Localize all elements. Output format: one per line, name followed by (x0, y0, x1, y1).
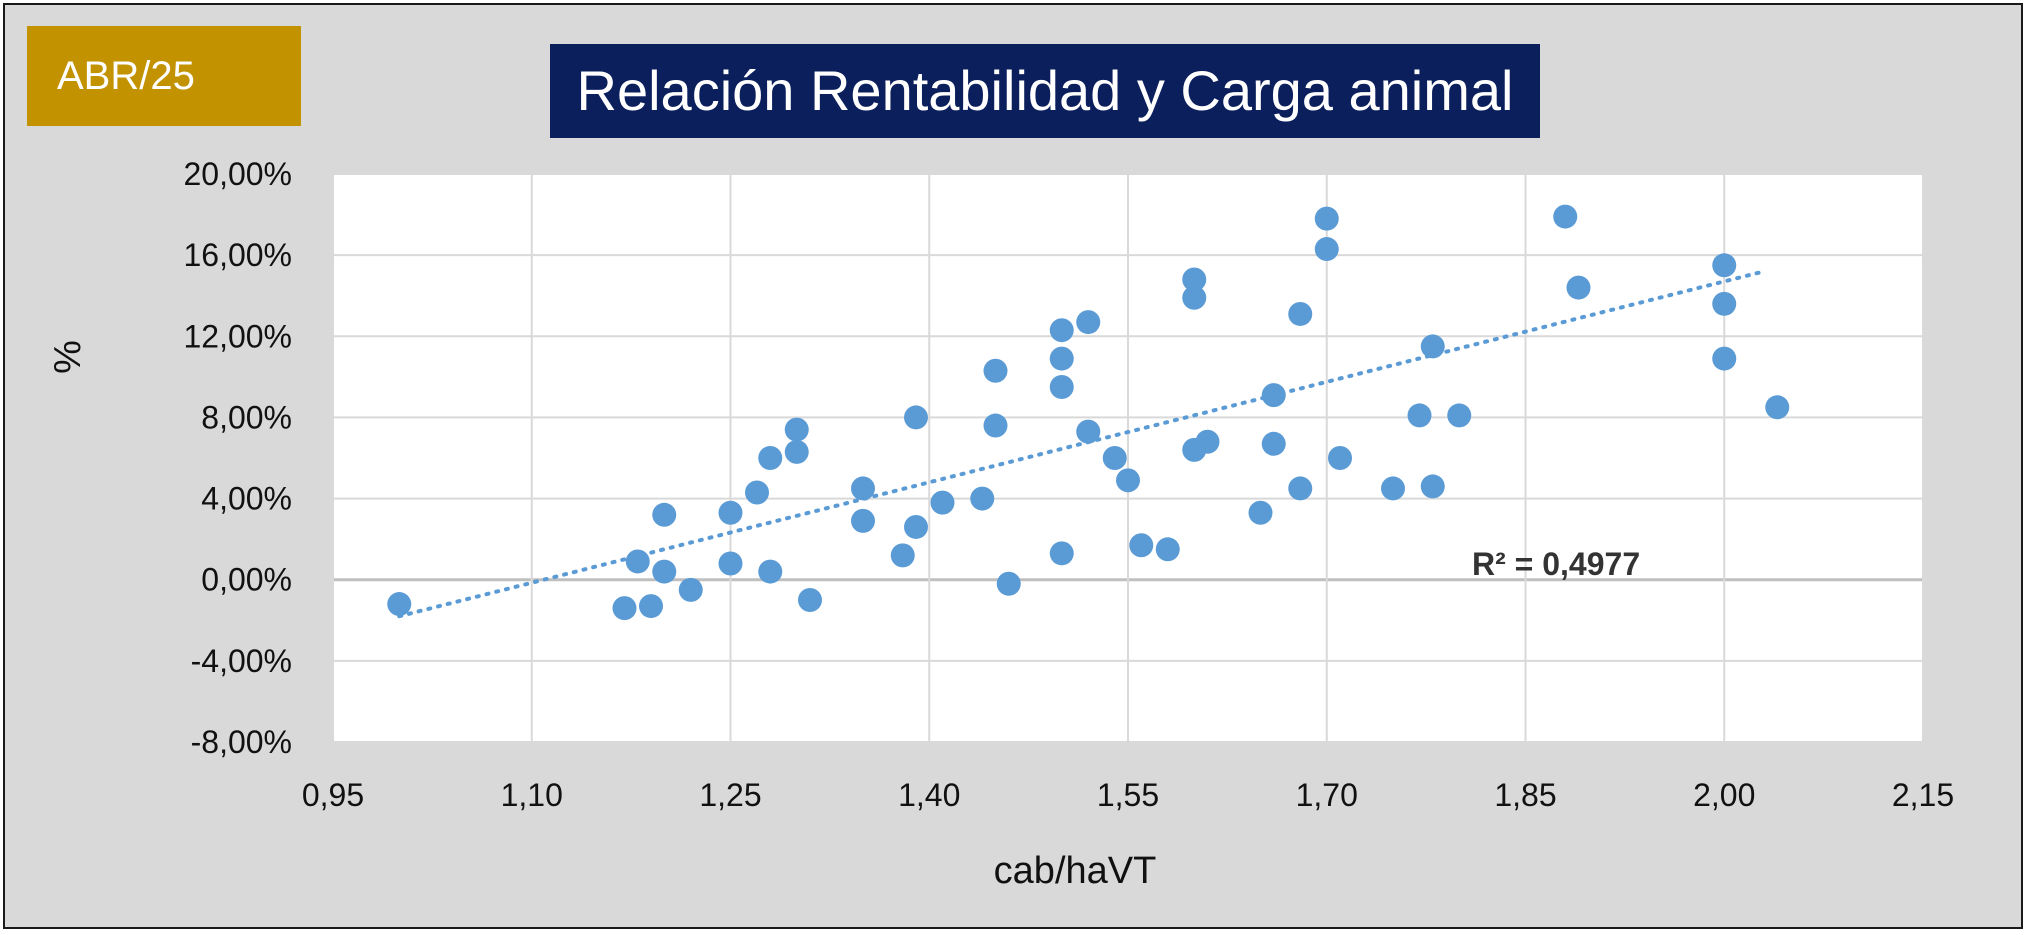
x-tick-label: 1,70 (1296, 777, 1358, 813)
x-tick-label: 1,40 (898, 777, 960, 813)
data-point (983, 413, 1008, 438)
data-point (1182, 267, 1207, 292)
data-points (387, 204, 1790, 621)
x-tick-label: 2,15 (1892, 777, 1954, 813)
data-point (1288, 476, 1313, 501)
data-point (1261, 431, 1286, 456)
data-point (996, 571, 1021, 596)
x-tick-label: 1,55 (1097, 777, 1159, 813)
chart-title: Relación Rentabilidad y Carga animal (550, 44, 1540, 138)
data-point (904, 405, 928, 430)
data-point (1076, 419, 1101, 444)
y-tick-label: 8,00% (201, 399, 292, 435)
data-point (612, 596, 637, 621)
trendline-group (397, 269, 1766, 619)
data-point (1314, 206, 1339, 231)
data-point (1076, 310, 1101, 335)
data-point (1407, 403, 1432, 428)
data-point (1102, 446, 1127, 470)
data-point (851, 476, 875, 501)
data-point (652, 502, 677, 527)
data-point (718, 551, 743, 576)
data-point (784, 417, 809, 442)
data-point (1049, 541, 1074, 566)
data-point (718, 500, 743, 525)
data-point (678, 577, 703, 602)
data-point (1116, 468, 1140, 493)
data-point (1288, 301, 1313, 326)
data-point (1129, 533, 1154, 558)
tick-labels: -8,00% -4,00% 0,00% 4,00% 8,00% 12,00% 16,00% 2… (183, 156, 1954, 813)
data-point (1553, 204, 1578, 229)
data-point (1420, 474, 1445, 499)
data-point (1447, 403, 1472, 428)
trendline (397, 269, 1766, 619)
data-point (1195, 429, 1220, 454)
data-point (1328, 446, 1352, 470)
x-tick-label: 1,85 (1494, 777, 1556, 813)
data-point (1261, 383, 1286, 408)
y-axis-title: % (47, 340, 89, 374)
data-point (1712, 291, 1737, 316)
data-point (851, 508, 875, 533)
data-point (745, 480, 769, 505)
data-point (1049, 375, 1074, 399)
data-point (1712, 346, 1737, 371)
data-point (890, 543, 915, 568)
data-point (904, 514, 928, 539)
x-axis-title: cab/haVT (994, 850, 1157, 892)
data-point (1381, 476, 1405, 501)
data-point (970, 486, 995, 511)
data-point (1248, 500, 1273, 525)
y-tick-label: 12,00% (183, 318, 292, 354)
data-point (1049, 318, 1074, 343)
grid-lines (332, 173, 1924, 743)
data-point (1155, 537, 1180, 562)
data-point (1314, 237, 1339, 262)
y-tick-label: 16,00% (183, 237, 292, 273)
data-point (930, 490, 955, 515)
y-tick-label: -4,00% (191, 643, 292, 679)
data-point (983, 358, 1008, 383)
y-tick-label: 4,00% (201, 481, 292, 517)
data-point (798, 588, 822, 612)
data-point (652, 559, 677, 584)
y-tick-label: -8,00% (191, 724, 292, 760)
x-tick-label: 2,00 (1693, 777, 1755, 813)
data-point (1566, 275, 1591, 300)
data-point (1765, 395, 1790, 420)
data-point (758, 559, 783, 584)
x-tick-label: 1,25 (699, 777, 761, 813)
data-point (387, 592, 412, 617)
r-squared-label: R² = 0,4977 (1472, 546, 1640, 582)
x-tick-label: 0,95 (302, 777, 364, 813)
data-point (639, 594, 663, 619)
data-point (625, 549, 650, 574)
y-tick-label: 20,00% (183, 156, 292, 192)
period-badge: ABR/25 (27, 26, 301, 126)
data-point (758, 446, 783, 470)
y-tick-label: 0,00% (201, 562, 292, 598)
data-point (1182, 285, 1207, 310)
x-tick-label: 1,10 (501, 777, 563, 813)
data-point (1049, 346, 1074, 371)
data-point (784, 439, 809, 464)
data-point (1712, 253, 1737, 278)
data-point (1420, 334, 1445, 359)
